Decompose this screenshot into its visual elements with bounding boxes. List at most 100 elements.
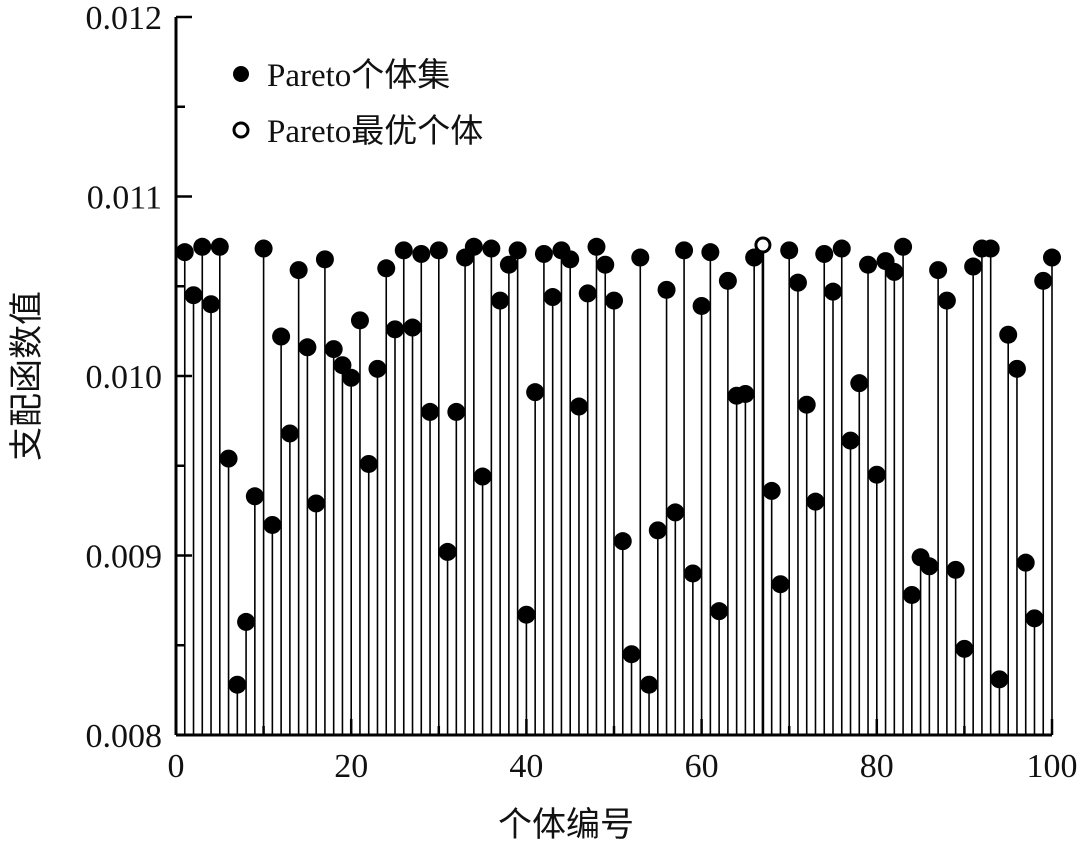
pareto-point xyxy=(999,325,1018,344)
pareto-point xyxy=(902,585,921,604)
pareto-point xyxy=(245,487,264,506)
pareto-point xyxy=(543,288,562,307)
pareto-point xyxy=(368,359,387,378)
pareto-point xyxy=(526,383,545,402)
pareto-point xyxy=(666,503,685,522)
pareto-point xyxy=(613,532,632,551)
legend-marker-filled xyxy=(233,66,249,82)
pareto-point xyxy=(482,239,501,258)
pareto-point xyxy=(324,340,343,359)
x-tick-label: 60 xyxy=(685,748,719,785)
pareto-point xyxy=(210,237,229,256)
pareto-point xyxy=(788,273,807,292)
pareto-point xyxy=(894,237,913,256)
tick-labels: 0.008 0.009 0.010 0.011 0.012 0 20 40 60 80 100 xyxy=(86,0,1078,785)
pareto-point xyxy=(237,612,256,631)
pareto-point xyxy=(464,237,483,256)
pareto-point xyxy=(736,384,755,403)
legend-marker-open xyxy=(232,121,250,139)
pareto-point xyxy=(508,241,527,260)
y-axis-title: 支配函数值 xyxy=(7,291,47,461)
pareto-point xyxy=(718,271,737,290)
pareto-point xyxy=(447,402,466,421)
x-tick-label: 40 xyxy=(509,748,543,785)
pareto-point xyxy=(359,454,378,473)
pareto-point xyxy=(193,237,212,256)
pareto-point xyxy=(403,318,422,337)
pareto-point xyxy=(640,675,659,694)
pareto-point xyxy=(815,244,834,263)
pareto-point xyxy=(175,243,194,262)
pareto-point xyxy=(569,397,588,416)
pareto-point xyxy=(219,449,238,468)
tick-marks xyxy=(174,15,1054,737)
pareto-point xyxy=(1025,609,1044,628)
pareto-point xyxy=(964,257,983,276)
pareto-point xyxy=(280,424,299,443)
pareto-point xyxy=(657,280,676,299)
pareto-point xyxy=(850,374,869,393)
pareto-point xyxy=(920,557,939,576)
pareto-point xyxy=(228,675,247,694)
pareto-point xyxy=(824,282,842,301)
pareto-point xyxy=(771,575,790,594)
pareto-point xyxy=(272,327,291,346)
pareto-point xyxy=(315,250,334,269)
pareto-point xyxy=(534,244,553,263)
pareto-point xyxy=(631,248,650,267)
pareto-point xyxy=(946,560,965,579)
y-tick-label: 0.010 xyxy=(86,359,163,396)
pareto-point xyxy=(386,320,404,339)
pareto-point xyxy=(298,338,317,357)
pareto-point xyxy=(780,241,799,260)
pareto-point xyxy=(762,481,781,500)
pareto-point xyxy=(289,261,308,280)
pareto-point xyxy=(517,605,536,624)
pareto-point xyxy=(797,395,816,414)
pareto-point xyxy=(429,241,448,260)
pareto-point xyxy=(710,602,729,621)
pareto-point xyxy=(307,494,326,513)
pareto-point xyxy=(981,239,1000,258)
stem-lines xyxy=(183,246,1053,735)
pareto-point xyxy=(499,255,518,274)
pareto-point xyxy=(1007,359,1026,378)
y-tick-label: 0.012 xyxy=(86,0,163,37)
data-points xyxy=(175,236,1061,694)
pareto-point xyxy=(832,239,851,258)
pareto-point xyxy=(622,645,641,664)
pareto-point xyxy=(937,291,956,310)
x-tick-label: 20 xyxy=(334,748,368,785)
legend: Pareto个体集 Pareto最优个体 xyxy=(232,57,483,150)
pareto-point xyxy=(990,670,1009,689)
pareto-point xyxy=(578,284,597,303)
pareto-point xyxy=(1034,271,1053,290)
pareto-point xyxy=(587,237,606,256)
pareto-point xyxy=(955,639,974,658)
pareto-point xyxy=(859,255,878,274)
y-tick-label: 0.008 xyxy=(86,718,163,755)
x-tick-label: 100 xyxy=(1027,748,1078,785)
x-axis-title: 个体编号 xyxy=(498,805,634,841)
pareto-point xyxy=(605,291,623,310)
legend-label-pareto-set: Pareto个体集 xyxy=(267,57,450,94)
y-tick-label: 0.009 xyxy=(86,539,163,576)
pareto-point xyxy=(561,250,580,269)
pareto-point xyxy=(929,261,948,280)
pareto-point xyxy=(491,291,510,310)
pareto-point xyxy=(675,241,694,260)
pareto-point xyxy=(745,248,764,267)
pareto-point xyxy=(1043,248,1061,267)
pareto-point xyxy=(254,239,273,258)
pareto-point xyxy=(841,431,860,450)
pareto-point xyxy=(263,515,282,534)
pareto-point xyxy=(438,542,457,561)
pareto-point xyxy=(473,467,492,486)
pareto-point xyxy=(683,564,702,583)
pareto-point xyxy=(596,255,615,274)
pareto-point xyxy=(421,402,440,421)
pareto-point xyxy=(394,241,413,260)
x-tick-label: 0 xyxy=(168,748,185,785)
pareto-point xyxy=(806,492,825,511)
